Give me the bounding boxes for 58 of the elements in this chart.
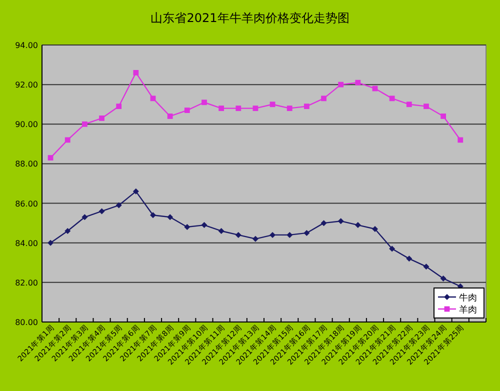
point xyxy=(406,102,412,108)
point xyxy=(218,228,224,234)
point xyxy=(458,137,464,143)
point xyxy=(98,208,105,214)
point xyxy=(424,104,429,110)
point xyxy=(184,108,190,113)
point xyxy=(304,230,310,236)
point xyxy=(406,256,412,262)
point xyxy=(99,116,104,121)
point xyxy=(372,226,378,232)
point xyxy=(82,121,88,127)
point xyxy=(338,218,344,224)
y-tick-label: 90.00 xyxy=(15,120,38,130)
point xyxy=(252,106,258,112)
point xyxy=(167,214,174,220)
point xyxy=(304,104,310,110)
point xyxy=(48,240,54,246)
point xyxy=(440,275,446,282)
point xyxy=(354,222,361,228)
point xyxy=(320,220,327,226)
point xyxy=(202,100,207,106)
y-tick-label: 86.00 xyxy=(15,199,38,208)
point xyxy=(82,214,88,220)
point xyxy=(132,188,139,194)
chart-title: 山东省2021年牛羊肉价格变化走势图 xyxy=(150,11,350,25)
point xyxy=(235,232,242,238)
y-tick-label: 94.00 xyxy=(15,41,38,50)
point xyxy=(218,106,224,112)
point xyxy=(184,224,190,230)
point xyxy=(389,246,396,252)
point xyxy=(338,82,344,88)
y-tick-label: 84.00 xyxy=(15,238,38,248)
point xyxy=(116,104,122,110)
point xyxy=(252,236,258,242)
point xyxy=(201,222,208,228)
point xyxy=(150,212,156,218)
y-tick-label: 92.00 xyxy=(15,80,38,90)
point xyxy=(64,137,70,143)
y-tick-label: 80.00 xyxy=(15,318,38,327)
point xyxy=(389,96,395,102)
point xyxy=(236,106,242,112)
point xyxy=(133,70,139,76)
legend-label: 羊肉 xyxy=(459,304,477,316)
y-tick-label: 88.00 xyxy=(15,160,38,169)
y-tick-label: 82.00 xyxy=(15,278,38,288)
point xyxy=(48,155,54,160)
point xyxy=(286,232,293,238)
point xyxy=(116,202,122,208)
point xyxy=(355,80,361,86)
point xyxy=(64,228,71,234)
point xyxy=(321,96,326,102)
point xyxy=(150,96,156,102)
point xyxy=(286,106,292,112)
point xyxy=(270,102,276,108)
legend-label: 牛肉 xyxy=(459,292,477,304)
point xyxy=(167,114,173,119)
point xyxy=(440,114,446,119)
point xyxy=(423,264,430,270)
